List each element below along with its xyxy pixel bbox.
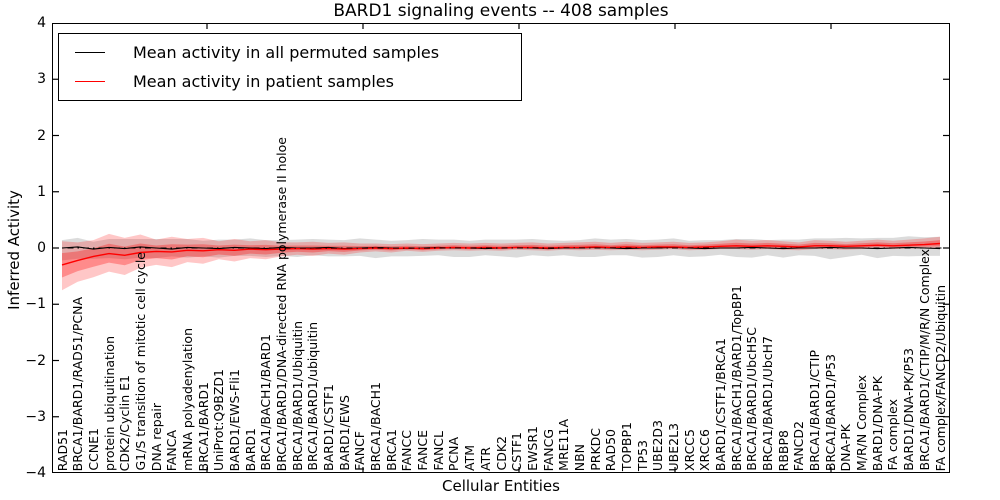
y-axis-tick-label: 4 (37, 15, 46, 31)
x-axis-tick-label: ATM (462, 444, 478, 471)
legend-line-permuted-icon (75, 52, 105, 53)
x-axis-tick-label: BARD1/CSTF1/BRCA1 (713, 337, 728, 471)
x-axis-tick-label: BRCA1/BARD1/Ubiquitin (289, 321, 305, 471)
x-axis-tick-label: FA complex (885, 399, 901, 471)
x-axis-tick-label: NBN (571, 443, 587, 471)
x-axis-tick-label: EWSR1 (524, 426, 540, 471)
x-axis-tick-label: UBE2L3 (665, 422, 681, 472)
series-line-patient (61, 242, 941, 266)
y-axis-tick-label: 2 (37, 127, 46, 144)
chart-title: BARD1 signaling events -- 408 samples (333, 1, 669, 21)
x-axis-tick-label: FA complex/FANCD2/Ubiquitin (932, 284, 948, 471)
x-axis-tick-label: BARD1 (242, 427, 258, 471)
x-axis-tick-label: protein ubiquitination (101, 336, 117, 471)
x-axis-tick-label: CCNE1 (85, 428, 101, 471)
x-axis-tick-label: BRCA1/BARD1/UbcH7 (760, 336, 776, 471)
x-axis-tick-label: PCNA (446, 436, 462, 471)
x-axis-tick-label: DNA-PK (838, 423, 854, 472)
x-axis-tick-label: BRCA1/BARD1/CTIP/M/R/N Complex (916, 249, 932, 471)
x-axis-tick-label: FANCA (164, 429, 180, 471)
x-axis-tick-label: XRCC6 (697, 428, 713, 471)
x-axis-tick-label: DNA repair (148, 402, 164, 471)
x-axis-tick-label: CDK2 (493, 436, 509, 471)
x-axis-tick-label: UBE2D3 (650, 419, 666, 471)
x-axis-tick-label: M/R/N Complex (854, 374, 870, 471)
x-axis-tick-label: FANCF (352, 431, 368, 471)
x-axis-tick-label: TP53 (634, 439, 650, 471)
x-axis-tick-label: RAD51 (54, 428, 70, 471)
x-axis-tick-label: RAD50 (603, 428, 619, 471)
x-axis-tick-label: TOPBP1 (618, 421, 634, 471)
y-axis-tick-label: −4 (25, 465, 46, 481)
x-axis-tick-label: BRCA1/BACH1/BARD1 (258, 334, 274, 471)
x-axis-tick-label: BRCA1/BACH1 (368, 381, 384, 471)
x-axis-tick-label: BRCA1 (383, 429, 399, 471)
legend-item-permuted: Mean activity in all permuted samples (59, 38, 521, 67)
x-axis-tick-label: BARD1/DNA-PK/P53 (901, 348, 917, 471)
x-axis-tick-label: UniProt:Q9BZD1 (211, 369, 227, 471)
x-axis-tick-label: BRCA1/BARD1/P53 (822, 353, 838, 471)
x-axis-tick-label: BRCA1/BACH1/BARD1/TopBP1 (728, 284, 744, 471)
x-axis-tick-label: MRE11A (556, 419, 572, 471)
legend-label-permuted: Mean activity in all permuted samples (133, 43, 440, 62)
x-axis-tick-label: BRCA1/BARD1/ubiquitin (305, 322, 321, 471)
y-axis-tick-label: −2 (25, 352, 46, 369)
x-axis-tick-label: BARD1/EWS-Fli1 (226, 368, 242, 471)
x-axis-tick-label: FANCC (399, 429, 415, 471)
x-axis-tick-label: BARD1/CSTF1 (321, 383, 337, 471)
x-axis-tick-label: CSTF1 (509, 431, 525, 471)
plot-canvas (52, 23, 950, 473)
y-axis-tick-label: 3 (37, 71, 46, 88)
y-axis-tick-label: −3 (25, 408, 46, 425)
legend-label-patient: Mean activity in patient samples (133, 72, 394, 91)
plot-frame (52, 23, 950, 473)
x-axis-tick-label: G1/S transition of mitotic cell cycle (132, 252, 148, 471)
legend: Mean activity in all permuted samples Me… (58, 33, 522, 101)
x-axis-tick-label: BRCA1/BARD1/CTIP (807, 349, 823, 471)
x-axis-tick-label: BARD1/DNA-PK (869, 375, 885, 471)
y-axis-tick-label: 0 (37, 240, 46, 256)
x-axis-label: Cellular Entities (442, 477, 560, 495)
x-axis-tick-label: PRKDC (587, 428, 603, 471)
x-axis-tick-label: mRNA polyadenylation (179, 328, 195, 471)
y-axis-tick-label: −1 (25, 296, 46, 313)
x-axis-tick-label: ATR (477, 447, 493, 471)
x-axis-tick-label: CDK2/Cyclin E1 (117, 374, 133, 471)
legend-line-patient-icon (75, 81, 105, 82)
x-axis-tick-label: FANCD2 (791, 420, 807, 471)
x-axis-tick-label: BARD1/EWS (336, 395, 352, 471)
x-axis-tick-label: BRCA1/BARD1 (195, 381, 211, 471)
y-axis-tick-label: 1 (37, 183, 46, 200)
x-axis-tick-label: XRCC5 (681, 428, 697, 471)
x-axis-tick-label: RBBP8 (775, 429, 791, 471)
x-axis-tick-label: BRCA1/BARD1/RAD51/PCNA (70, 296, 86, 471)
x-axis-tick-label: FANCE (415, 430, 431, 471)
x-axis-tick-label: FANCG (540, 428, 556, 471)
legend-item-patient: Mean activity in patient samples (59, 67, 521, 96)
x-axis-tick-label: FANCL (430, 431, 446, 471)
x-axis-tick-label: BRCA1/BARD1/UbcH5C (744, 327, 760, 471)
x-axis-tick-label: BRCA1/BARD1/DNA-directed RNA polymerase … (274, 136, 289, 471)
